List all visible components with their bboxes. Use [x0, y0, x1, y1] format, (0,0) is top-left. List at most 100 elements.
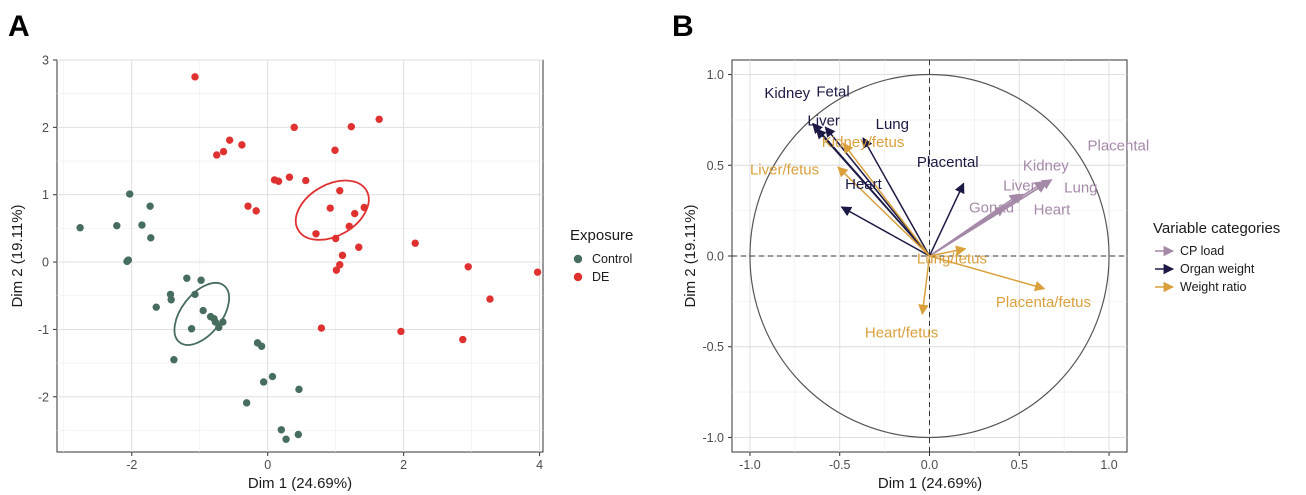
y-tick-label: 2: [42, 121, 49, 135]
point-control: [170, 356, 178, 364]
x-tick-label: 0.0: [921, 458, 938, 472]
vector-label-kidney: Kidney: [1023, 158, 1069, 175]
x-tick-label: -1.0: [739, 458, 761, 472]
point-de: [225, 136, 234, 144]
legend-a-control-swatch: [573, 254, 583, 264]
panel-a-letter: A: [8, 10, 30, 43]
point-control: [123, 257, 131, 266]
y-tick-label: 3: [42, 54, 49, 68]
point-control: [197, 276, 205, 284]
plot-b-vectors: [812, 122, 1053, 316]
y-tick-label: 0.0: [707, 250, 724, 264]
point-control: [76, 224, 84, 232]
vector-label-lung: Lung: [1064, 179, 1097, 196]
vector-lung-fetus: [929, 245, 967, 257]
point-control: [187, 325, 196, 333]
legend-b-weight-ratio-label: Weight ratio: [1180, 280, 1247, 294]
point-de: [244, 202, 252, 210]
point-de: [252, 207, 260, 215]
point-control: [268, 372, 277, 381]
point-de: [312, 230, 320, 238]
point-de: [238, 141, 246, 149]
plot-a-x-ticks: -2 0 2 4: [126, 452, 543, 472]
plot-a-grid: [57, 59, 543, 452]
point-control: [294, 430, 303, 439]
x-tick-label: -0.5: [829, 458, 851, 472]
vector-label-placenta-fetus: Placenta/fetus: [996, 294, 1091, 311]
vector-label-placental: Placental: [917, 154, 979, 171]
legend-a-title: Exposure: [570, 227, 633, 244]
point-de: [351, 209, 359, 218]
point-de: [213, 151, 221, 159]
vector-label-liver-fetus: Liver/fetus: [750, 161, 819, 178]
plot-b-legend: Variable categories CP load Organ weight…: [1153, 220, 1280, 294]
plot-b-y-axis-title: Dim 2 (19.11%): [682, 204, 699, 307]
vector-label-heart: Heart: [845, 176, 883, 193]
y-tick-label: -1.0: [702, 431, 724, 445]
vector-label-liver: Liver: [1003, 178, 1036, 195]
vector-lung: [862, 137, 931, 257]
vector-label-heart: Heart: [1034, 201, 1072, 218]
point-de: [326, 204, 334, 212]
x-tick-label: 2: [400, 458, 407, 472]
plot-a-y-axis-title: Dim 2 (19.11%): [9, 204, 26, 307]
legend-a-de-swatch: [573, 272, 583, 282]
x-tick-label: 0.5: [1011, 458, 1028, 472]
point-de: [290, 123, 298, 132]
point-control: [242, 399, 251, 407]
point-control: [199, 306, 207, 315]
point-de: [219, 147, 228, 156]
point-de: [336, 261, 344, 269]
point-de: [533, 268, 542, 276]
confidence-ellipse-de: [294, 179, 370, 241]
point-de: [411, 239, 419, 247]
pca-individuals-plot: -2 0 2 4 -2 -1 0 1 2 3 Dim 1 (24.69%) Dim 2 (19.…: [9, 54, 633, 493]
vector-label-fetal: Fetal: [816, 83, 849, 100]
point-de: [397, 327, 405, 336]
vector-label-kidney-fetus: Kidney/fetus: [822, 134, 905, 151]
vector-label-heart-fetus: Heart/fetus: [865, 325, 938, 342]
point-control: [167, 296, 175, 304]
point-control: [191, 290, 199, 299]
point-de: [347, 122, 356, 131]
point-control: [152, 303, 160, 311]
vector-heart-fetus: [918, 255, 931, 316]
vector-kidney-fetus: [842, 142, 931, 257]
point-de: [191, 73, 199, 81]
legend-a-control-label: Control: [592, 252, 632, 266]
x-tick-label: -2: [126, 458, 137, 472]
vector-label-gonad: Gonad: [969, 199, 1014, 216]
point-de: [317, 324, 326, 332]
point-control: [282, 435, 290, 443]
x-tick-label: 4: [536, 458, 543, 472]
point-control: [147, 234, 155, 242]
point-control: [277, 426, 286, 434]
plot-b-correlation-circle: [749, 73, 1110, 439]
point-de: [331, 234, 340, 243]
vector-placental: [928, 182, 965, 257]
point-de: [464, 263, 472, 271]
point-de: [302, 176, 310, 185]
plot-b-zero-lines: [732, 60, 1127, 452]
point-de: [336, 186, 344, 195]
vector-label-liver: Liver: [807, 112, 840, 129]
point-control: [257, 342, 266, 350]
point-de: [355, 243, 363, 251]
point-control: [183, 274, 191, 282]
legend-b-cp-load-label: CP load: [1180, 244, 1224, 258]
point-control: [211, 318, 220, 326]
x-tick-label: 1.0: [1100, 458, 1117, 472]
point-control: [146, 202, 154, 210]
legend-b-organ-weight-label: Organ weight: [1180, 262, 1255, 276]
vector-heart: [840, 206, 930, 257]
vector-label-lung: Lung: [876, 116, 909, 133]
point-de: [345, 222, 353, 231]
plot-b-x-axis-title: Dim 1 (24.69%): [878, 475, 982, 492]
point-de: [459, 335, 467, 344]
point-control: [126, 190, 134, 198]
point-de: [331, 146, 339, 154]
plot-a-points: [76, 73, 542, 443]
y-tick-label: -0.5: [702, 340, 724, 354]
panel-b-letter: B: [672, 10, 694, 43]
